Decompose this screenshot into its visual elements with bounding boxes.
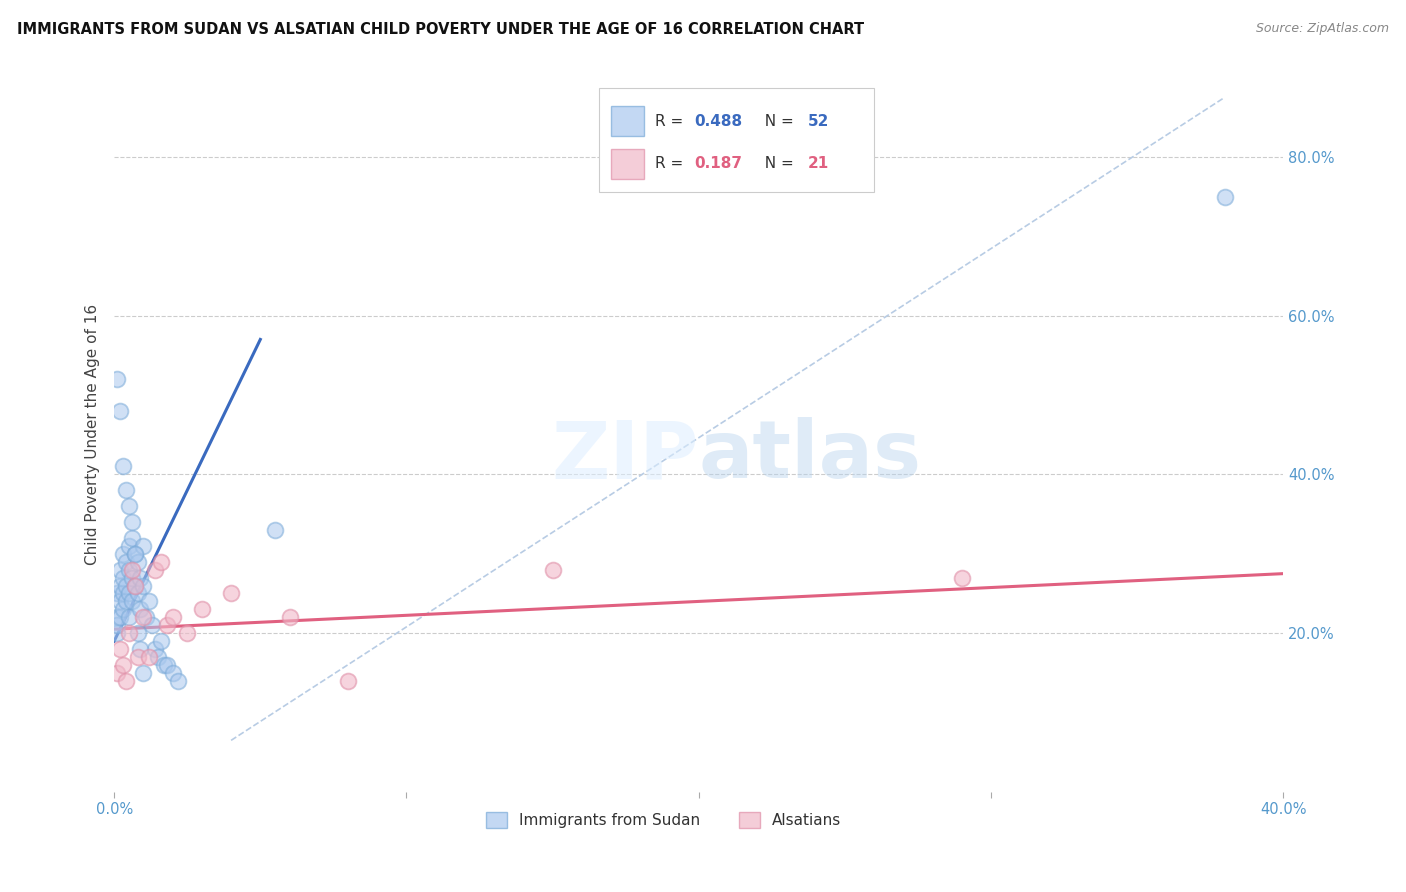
Text: 0.187: 0.187 <box>695 156 742 171</box>
FancyBboxPatch shape <box>599 88 875 192</box>
Point <box>264 523 287 537</box>
Point <box>115 578 138 592</box>
Point <box>111 547 134 561</box>
Text: R =: R = <box>655 113 689 128</box>
Point <box>118 586 141 600</box>
Y-axis label: Child Poverty Under the Age of 16: Child Poverty Under the Age of 16 <box>86 304 100 566</box>
Point <box>135 610 157 624</box>
Point <box>156 657 179 672</box>
Point <box>105 610 128 624</box>
Point <box>121 563 143 577</box>
Point <box>219 586 242 600</box>
Point <box>162 665 184 680</box>
Point <box>124 578 146 592</box>
Text: 0.488: 0.488 <box>695 113 742 128</box>
Point <box>105 586 128 600</box>
Point <box>129 642 152 657</box>
Point <box>111 571 134 585</box>
Point <box>118 539 141 553</box>
Point <box>111 657 134 672</box>
Point <box>121 515 143 529</box>
Point <box>132 665 155 680</box>
Point <box>143 642 166 657</box>
Point <box>950 571 973 585</box>
Point <box>115 594 138 608</box>
Text: N =: N = <box>755 113 799 128</box>
Point <box>162 610 184 624</box>
Point <box>124 547 146 561</box>
Point <box>115 483 138 498</box>
Point <box>121 594 143 608</box>
Point <box>153 657 176 672</box>
Point <box>118 626 141 640</box>
Point <box>337 673 360 688</box>
Point <box>108 594 131 608</box>
Point <box>108 404 131 418</box>
Text: 21: 21 <box>807 156 828 171</box>
Text: N =: N = <box>755 156 799 171</box>
Text: R =: R = <box>655 156 693 171</box>
FancyBboxPatch shape <box>612 149 644 179</box>
Point <box>105 626 128 640</box>
Point <box>111 459 134 474</box>
Point <box>127 555 149 569</box>
Point <box>149 634 172 648</box>
Point <box>115 555 138 569</box>
Point <box>127 650 149 665</box>
Point <box>167 673 190 688</box>
Text: 52: 52 <box>807 113 828 128</box>
Point <box>146 650 169 665</box>
Point <box>129 571 152 585</box>
Point <box>138 650 160 665</box>
Point <box>118 499 141 513</box>
Point <box>121 571 143 585</box>
FancyBboxPatch shape <box>612 106 644 136</box>
Point <box>105 372 128 386</box>
Text: ZIP: ZIP <box>551 417 699 495</box>
Point <box>1213 189 1236 203</box>
Point <box>132 610 155 624</box>
Point <box>108 578 131 592</box>
Point <box>115 673 138 688</box>
Point <box>105 618 128 632</box>
Point <box>108 610 131 624</box>
Text: Source: ZipAtlas.com: Source: ZipAtlas.com <box>1256 22 1389 36</box>
Point <box>111 602 134 616</box>
Point <box>278 610 301 624</box>
Point <box>111 586 134 600</box>
Point <box>143 563 166 577</box>
Point <box>176 626 198 640</box>
Point <box>108 563 131 577</box>
Text: atlas: atlas <box>699 417 922 495</box>
Point <box>105 665 128 680</box>
Point <box>127 586 149 600</box>
Text: IMMIGRANTS FROM SUDAN VS ALSATIAN CHILD POVERTY UNDER THE AGE OF 16 CORRELATION : IMMIGRANTS FROM SUDAN VS ALSATIAN CHILD … <box>17 22 865 37</box>
Point <box>124 547 146 561</box>
Point <box>132 539 155 553</box>
Point <box>108 642 131 657</box>
Point <box>127 626 149 640</box>
Point <box>118 563 141 577</box>
Point <box>149 555 172 569</box>
Point <box>141 618 163 632</box>
Point <box>541 563 564 577</box>
Legend: Immigrants from Sudan, Alsatians: Immigrants from Sudan, Alsatians <box>479 806 848 834</box>
Point <box>156 618 179 632</box>
Point <box>191 602 214 616</box>
Point <box>138 594 160 608</box>
Point <box>124 578 146 592</box>
Point <box>132 578 155 592</box>
Point <box>118 610 141 624</box>
Point <box>121 531 143 545</box>
Point <box>129 602 152 616</box>
